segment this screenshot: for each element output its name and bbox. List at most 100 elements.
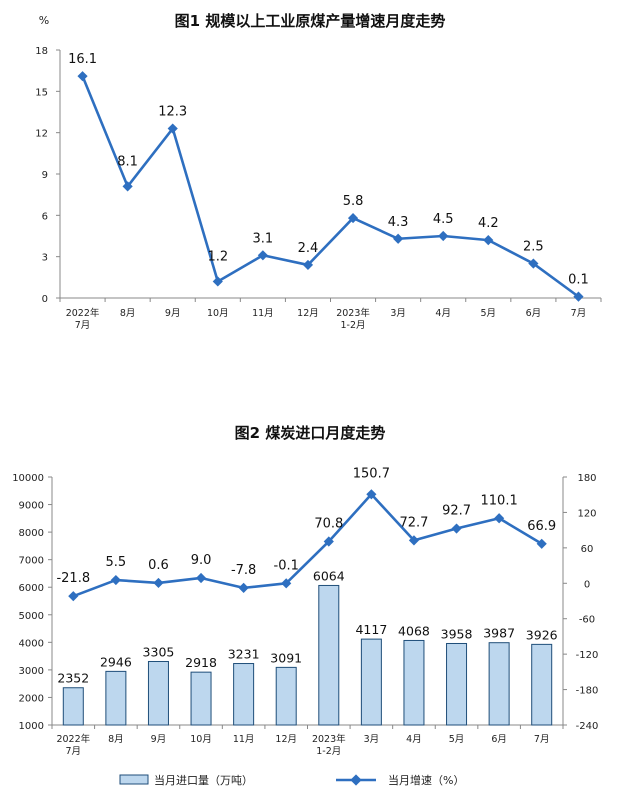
chart-1-y-tick-label: 12 [35, 129, 48, 140]
chart-2-x-tick-label: 4月 [406, 734, 422, 745]
chart-2-bar-labels: 2352 2946 3305 2918 3231 3091 6064 4117 4068 3958… [57, 568, 557, 685]
chart-2-line-label: 66.9 [527, 519, 556, 534]
chart-2-left-y-ticks: 1000 2000 3000 4000 5000 6000 7000 8000 9000 1000… [12, 473, 52, 732]
chart-2-point [238, 582, 249, 593]
chart-2-point [68, 591, 79, 602]
chart-2-point [451, 523, 462, 534]
chart-2-line-path [72, 493, 543, 598]
chart-2-bar-label: 2918 [185, 655, 217, 670]
chart-2-left-tick-label: 10000 [12, 473, 44, 484]
chart-2-legend: 当月进口量（万吨） 当月增速（%） [119, 773, 464, 787]
chart-2-bar-label: 3926 [526, 627, 558, 642]
chart-2-x-tick-label: 9月 [151, 734, 167, 745]
chart-1-data-label: 2.5 [523, 240, 544, 255]
chart-2-line-label: 92.7 [442, 504, 471, 519]
chart-2-point [408, 535, 420, 546]
legend-bar-swatch [119, 774, 149, 785]
chart-2-bar-label: 6064 [313, 568, 345, 583]
chart-2-bar-label: 3958 [441, 626, 473, 641]
chart-2-left-tick-label: 5000 [19, 611, 44, 622]
chart-2-point [153, 577, 164, 589]
chart-1-data-label: 16.1 [68, 52, 97, 67]
chart-1-y-tick-label: 9 [42, 170, 48, 181]
chart-1-data-label: 4.3 [388, 215, 409, 230]
chart-2-left-tick-label: 1000 [19, 721, 44, 732]
chart-1-y-tick-label: 18 [35, 46, 48, 57]
chart-1-x-tick-label: 2022年 7月 [66, 307, 100, 331]
chart-2-point [494, 513, 505, 524]
chart-2-x-tick-label: 10月 [190, 734, 212, 745]
chart-2-left-tick-label: 8000 [19, 528, 44, 539]
chart-2-bar-label: 3987 [483, 626, 515, 641]
chart-2-x-tick-label: 7月 [534, 734, 550, 745]
chart-2-bar [318, 584, 340, 726]
chart-2-bar [446, 642, 468, 726]
chart-1-y-ticks: 0 3 6 9 12 15 18 [35, 46, 60, 305]
chart-2-bar-label: 2352 [57, 671, 89, 686]
chart-2-x-tick-label: 6月 [491, 734, 507, 745]
chart-1-data-labels: 16.1 8.1 12.3 1.2 3.1 2.4 5.8 4.3 4.5 4.2 2.5 0.1 [68, 52, 589, 287]
chart-2-point [281, 578, 292, 589]
chart-1-x-tick-label: 6月 [526, 308, 542, 319]
chart-2-bar-label: 2946 [100, 654, 132, 669]
chart-1-x-tick-label: 8月 [120, 308, 136, 319]
chart-2-x-tick-label: 3月 [364, 734, 380, 745]
chart-2-right-tick-label: -180 [576, 686, 599, 697]
legend-line-marker [350, 774, 362, 786]
chart-1-data-label: 8.1 [117, 154, 138, 169]
chart-2-line-label: 150.7 [353, 466, 390, 481]
chart-2-right-tick-label: 180 [577, 473, 596, 484]
chart-2-bar [488, 642, 510, 726]
chart-1-data-label: 3.1 [253, 231, 274, 246]
chart-1-y-tick-label: 3 [42, 253, 48, 264]
chart-2-bar [275, 666, 297, 726]
chart-2-x-tick-label: 2022年 7月 [56, 733, 90, 757]
chart-2-bar-label: 4068 [398, 623, 430, 638]
chart-2-bar-label: 3231 [228, 647, 260, 662]
chart-2-point [195, 572, 207, 584]
chart-2-point [366, 489, 377, 500]
chart-2-right-tick-label: 120 [577, 508, 596, 519]
chart-2-bar [62, 687, 84, 726]
chart-2-x-tick-label: 8月 [108, 734, 124, 745]
chart-1-data-label: 1.2 [207, 249, 228, 264]
chart-1-point [77, 71, 88, 82]
chart-1-x-tick-label: 2023年 1-2月 [336, 307, 370, 331]
chart-2-bar [531, 643, 553, 726]
chart-1-y-tick-label: 15 [35, 87, 48, 98]
chart-2-x-tick-label: 11月 [233, 734, 255, 745]
chart-1-x-tick-label: 5月 [481, 308, 497, 319]
chart-2-point [323, 536, 334, 547]
chart-1-title: 图1 规模以上工业原煤产量增速月度走势 [175, 12, 446, 30]
chart-1-x-tick-label: 9月 [165, 308, 181, 319]
chart-1-x-tick-label: 10月 [207, 308, 229, 319]
chart-2-bar [233, 663, 255, 726]
chart-2-right-tick-label: -120 [576, 650, 599, 661]
chart-2-line-label: -0.1 [274, 558, 299, 573]
chart-1-x-tick-label: 12月 [297, 308, 319, 319]
chart-2-bar-label: 3091 [270, 650, 302, 665]
chart-2-left-tick-label: 2000 [19, 693, 44, 704]
chart-2-bars [62, 584, 553, 726]
chart-2-series-line [72, 493, 543, 598]
chart-1-x-tick-label: 7月 [571, 308, 587, 319]
chart-1: 图1 规模以上工业原煤产量增速月度走势 % 0 3 6 9 12 15 18 2022年 7月… [35, 12, 602, 331]
chart-2-left-tick-label: 6000 [19, 583, 44, 594]
chart-1-y-tick-label: 6 [42, 211, 48, 222]
chart-2-x-tick-label: 12月 [275, 734, 297, 745]
chart-2-left-tick-label: 4000 [19, 638, 44, 649]
chart-2-point [536, 538, 547, 549]
chart-2-bar-label: 3305 [143, 644, 175, 659]
chart-1-point [347, 212, 359, 224]
chart-1-points [77, 71, 584, 302]
chart-2-right-tick-label: -240 [576, 721, 599, 732]
chart-2-x-tick-label: 2023年 1-2月 [312, 733, 346, 757]
chart-2-line-label: 9.0 [191, 553, 212, 568]
legend-bar-label: 当月进口量（万吨） [154, 773, 253, 787]
chart-1-point [302, 259, 314, 271]
chart-2-line-label: 110.1 [481, 493, 518, 508]
chart-2-right-tick-label: -60 [579, 615, 595, 626]
chart-1-x-tick-label: 3月 [390, 308, 406, 319]
chart-2-line-label: 0.6 [148, 558, 169, 573]
